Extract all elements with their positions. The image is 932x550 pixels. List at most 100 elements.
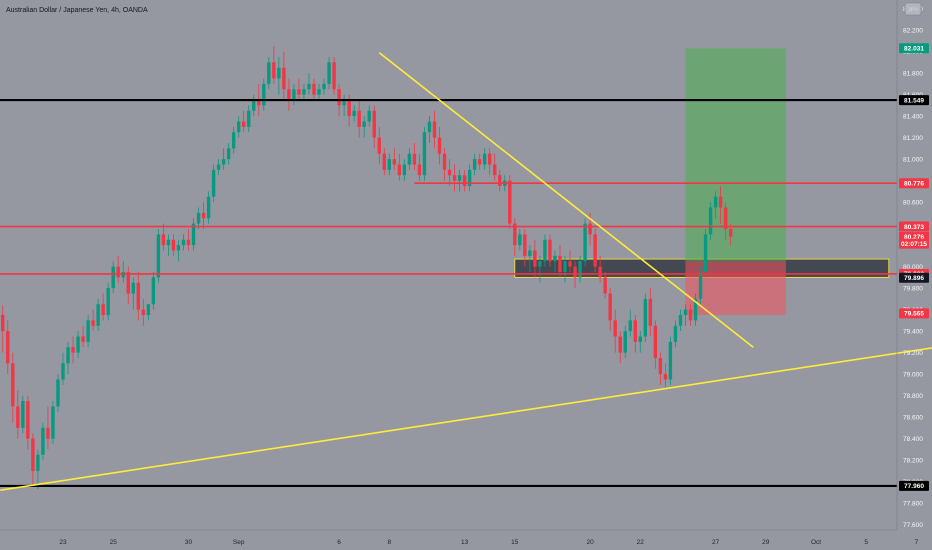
candle <box>221 148 226 170</box>
candle-body <box>231 132 236 149</box>
candle <box>472 153 477 176</box>
y-tick-label: 79.400 <box>903 329 923 336</box>
x-tick-label: Oct <box>811 539 821 546</box>
candle <box>277 56 281 95</box>
y-tick-label: 77.800 <box>903 501 923 508</box>
x-tick-label: 30 <box>185 539 193 546</box>
candle <box>437 126 442 165</box>
price-tag-box <box>899 178 929 189</box>
candle-body <box>523 234 527 256</box>
price-tag: 79.565 <box>899 308 929 319</box>
candle-body <box>237 121 241 133</box>
candle <box>116 255 120 283</box>
candle <box>352 105 356 122</box>
candle <box>693 293 698 326</box>
time-axis[interactable]: 23 25 30 Sep 6 8 13 15 20 22 27 29 Oct 5 7 <box>0 529 919 546</box>
candle <box>387 153 391 176</box>
price-tag: 79.896 <box>899 272 929 283</box>
candle-body <box>6 331 10 364</box>
y-tick-label: 81.200 <box>903 135 923 142</box>
candle-body <box>156 234 161 278</box>
candle-body <box>141 309 146 315</box>
candle <box>287 78 291 111</box>
candle-body <box>593 234 597 267</box>
candle-body <box>437 137 442 154</box>
trendline <box>0 347 932 492</box>
candle <box>422 126 427 181</box>
candle <box>56 374 60 412</box>
candle <box>136 271 140 321</box>
currency-badge[interactable]: JPY <box>904 2 922 16</box>
candle <box>658 352 663 385</box>
candle-body <box>317 89 321 95</box>
candle <box>397 153 402 181</box>
candle <box>131 277 135 310</box>
candle-body <box>558 255 562 272</box>
candle <box>6 320 10 375</box>
candle <box>146 304 151 321</box>
candle <box>1 305 5 353</box>
price-tag-label: 79.565 <box>904 311 924 318</box>
candle <box>101 293 105 321</box>
candle <box>211 164 216 203</box>
candle <box>61 352 65 385</box>
candle <box>618 331 622 364</box>
y-tick-label: 81.800 <box>903 71 923 78</box>
candle-body <box>96 304 100 326</box>
candle <box>653 320 658 369</box>
price-tag-box <box>899 43 929 54</box>
price-tag: 80.373 <box>899 221 929 232</box>
candle-body <box>543 239 547 262</box>
candle-body <box>292 89 296 100</box>
candle <box>523 228 527 267</box>
candle <box>41 422 45 461</box>
candle <box>111 261 115 294</box>
candle-body <box>362 121 366 127</box>
candle-body <box>51 406 55 439</box>
candle <box>402 159 407 181</box>
candle <box>176 239 181 262</box>
candle-body <box>442 153 447 170</box>
y-tick-label: 80.000 <box>903 264 923 271</box>
candle <box>216 159 221 176</box>
candle-body <box>723 207 728 229</box>
candle <box>583 218 587 267</box>
x-tick-label: 27 <box>712 539 720 546</box>
candle-body <box>568 261 572 267</box>
candle-body <box>226 148 231 160</box>
candle-body <box>252 99 256 111</box>
candle <box>26 395 30 450</box>
x-tick-label: Sep <box>233 539 245 546</box>
candle-body <box>86 320 90 342</box>
candle-body <box>272 62 276 79</box>
candle <box>447 159 452 186</box>
candle-body <box>513 223 517 246</box>
candle <box>593 228 597 272</box>
candle <box>613 309 617 353</box>
candle-body <box>332 62 336 90</box>
candle <box>161 223 166 251</box>
candle-body <box>653 325 658 358</box>
candle-body <box>603 277 607 294</box>
candle-body <box>76 336 80 353</box>
candle-body <box>538 261 542 267</box>
candle-body <box>337 89 341 106</box>
currency-badge-box <box>904 2 922 16</box>
candle <box>578 255 582 283</box>
candle-body <box>206 196 211 219</box>
candle <box>543 234 547 267</box>
candle <box>678 309 683 332</box>
candle <box>467 164 472 192</box>
candle-body <box>472 159 477 170</box>
candle <box>623 325 627 358</box>
candle-body <box>613 320 617 337</box>
candle <box>357 99 361 138</box>
candle-body <box>347 99 351 117</box>
candle-body <box>136 282 140 310</box>
candle <box>723 202 728 240</box>
candle-body <box>307 83 311 90</box>
price-tag-label: 81.549 <box>904 97 924 104</box>
candle <box>86 314 90 348</box>
